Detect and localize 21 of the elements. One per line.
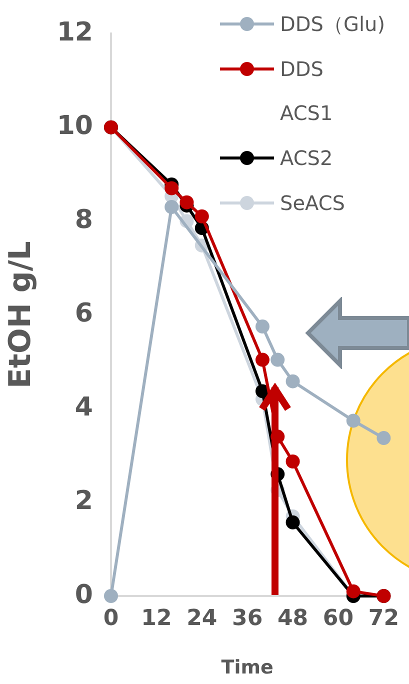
x-tick-label: 36: [232, 606, 263, 631]
y-tick-label: 12: [56, 17, 93, 48]
legend-label: ACS2: [280, 146, 333, 170]
x-tick-label: 72: [368, 606, 400, 631]
x-tick-label: 48: [277, 606, 308, 631]
x-tick-label: 0: [103, 606, 119, 631]
x-tick-label: 24: [186, 606, 218, 631]
x-axis-title: Time: [221, 656, 274, 679]
y-tick-label: 4: [74, 392, 93, 422]
x-tick-label: 60: [322, 606, 354, 631]
y-tick-label: 6: [74, 298, 93, 329]
legend-label: DDS（Glu): [280, 10, 386, 38]
legend-label: DDS: [280, 56, 324, 81]
y-tick-label: 2: [74, 486, 93, 516]
y-axis-title: EtOH g/L: [2, 241, 38, 389]
y-tick-label: 10: [56, 111, 93, 142]
x-tick-label: 12: [141, 606, 172, 631]
y-tick-label: 8: [74, 204, 93, 235]
text: ACS1: [280, 101, 333, 126]
legend-label: SeACS: [280, 190, 345, 215]
y-tick-label: 0: [74, 580, 93, 610]
